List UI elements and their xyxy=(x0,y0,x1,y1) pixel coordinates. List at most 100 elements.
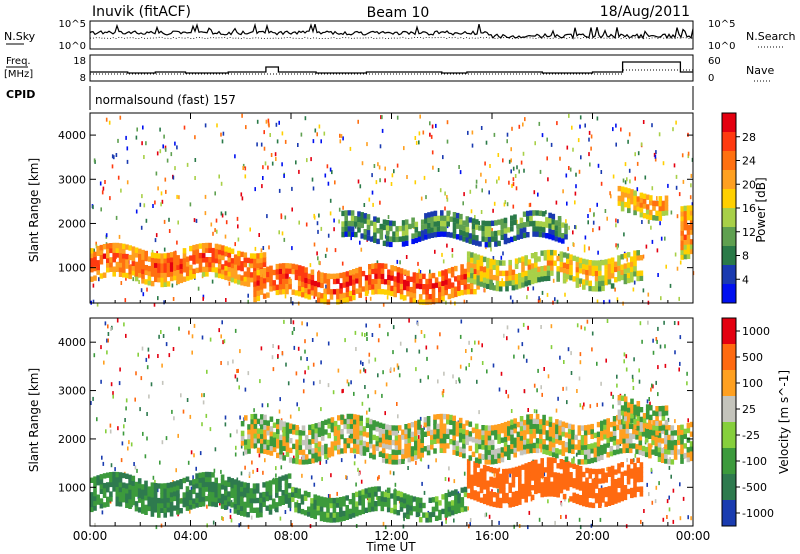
echo-cell xyxy=(320,298,324,304)
echo-cell xyxy=(275,477,279,484)
echo-cell xyxy=(657,442,662,448)
echo-cell xyxy=(317,276,321,283)
echo-cell xyxy=(450,505,455,511)
echo-cell xyxy=(333,420,338,427)
echo-cell xyxy=(505,270,509,276)
scatter-cell xyxy=(304,349,306,354)
echo-cell xyxy=(300,508,305,515)
echo-cell xyxy=(626,488,631,495)
scatter-cell xyxy=(417,299,420,304)
echo-cell xyxy=(93,251,97,258)
echo-cell xyxy=(569,476,573,483)
echo-cell xyxy=(635,429,639,435)
echo-cell xyxy=(198,262,203,268)
echo-cell xyxy=(556,492,560,498)
echo-cell xyxy=(157,512,161,518)
echo-cell xyxy=(601,478,605,484)
echo-cell xyxy=(559,463,564,470)
echo-cell xyxy=(524,255,528,261)
echo-cell xyxy=(323,273,327,279)
echo-cell xyxy=(330,446,335,452)
echo-cell xyxy=(355,491,359,498)
echo-cell xyxy=(402,502,407,509)
echo-cell xyxy=(204,476,209,483)
echo-cell xyxy=(341,210,345,217)
echo-cell xyxy=(546,462,551,468)
scatter-cell xyxy=(363,203,366,207)
echo-cell xyxy=(610,267,615,274)
echo-cell xyxy=(540,487,544,493)
echo-cell xyxy=(381,428,386,434)
echo-cell xyxy=(369,443,373,449)
echo-cell xyxy=(391,449,396,455)
scatter-cell xyxy=(418,512,421,517)
echo-cell xyxy=(540,472,544,478)
echo-cell xyxy=(484,449,489,455)
echo-cell xyxy=(214,482,218,488)
echo-cell xyxy=(195,473,199,479)
echo-cell xyxy=(482,256,487,263)
echo-cell xyxy=(661,405,666,412)
echo-cell xyxy=(335,516,340,523)
echo-cell xyxy=(601,285,605,292)
echo-cell xyxy=(150,506,155,512)
scatter-cell xyxy=(375,180,378,185)
scatter-cell xyxy=(155,171,158,176)
echo-cell xyxy=(278,289,283,295)
scatter-cell xyxy=(92,396,94,401)
echo-cell xyxy=(349,413,354,420)
echo-cell xyxy=(530,465,535,471)
echo-cell xyxy=(591,478,596,484)
echo-cell xyxy=(587,453,591,460)
echo-cell xyxy=(530,263,535,269)
echo-cell xyxy=(359,425,363,431)
scatter-cell xyxy=(265,119,268,124)
scatter-cell xyxy=(603,300,605,305)
scatter-cell xyxy=(650,467,653,472)
echo-cell xyxy=(689,210,694,216)
echo-cell xyxy=(470,479,474,485)
scatter-cell xyxy=(668,495,670,500)
echo-cell xyxy=(303,510,308,516)
echo-cell xyxy=(619,433,623,440)
echo-cell xyxy=(282,268,286,274)
echo-cell xyxy=(250,423,254,430)
echo-cell xyxy=(486,499,490,506)
echo-cell xyxy=(627,407,631,413)
echo-cell xyxy=(361,286,366,292)
echo-cell xyxy=(272,269,276,276)
echo-cell xyxy=(90,248,94,254)
echo-cell xyxy=(444,274,448,280)
scatter-cell xyxy=(267,165,269,170)
echo-cell xyxy=(578,475,583,482)
echo-cell xyxy=(545,233,549,239)
echo-cell xyxy=(386,502,391,508)
echo-cell xyxy=(201,481,206,488)
echo-cell xyxy=(185,265,190,272)
scatter-cell xyxy=(390,367,392,372)
scatter-cell xyxy=(302,389,305,394)
echo-cell xyxy=(409,286,413,293)
scatter-cell xyxy=(164,147,167,152)
echo-cell xyxy=(368,279,372,285)
colorbar-swatch xyxy=(722,151,736,171)
echo-cell xyxy=(550,481,554,487)
scatter-cell xyxy=(392,471,395,476)
echo-cell xyxy=(625,433,630,439)
echo-cell xyxy=(411,233,415,239)
scatter-cell xyxy=(441,252,443,257)
echo-cell xyxy=(291,289,296,295)
echo-cell xyxy=(652,410,656,416)
echo-cell xyxy=(160,483,164,489)
echo-cell xyxy=(141,498,145,505)
scatter-cell xyxy=(364,385,366,389)
echo-cell xyxy=(428,273,433,279)
echo-cell xyxy=(288,457,293,463)
echo-cell xyxy=(452,227,457,234)
echo-cell xyxy=(521,483,525,490)
echo-cell xyxy=(454,286,458,292)
echo-cell xyxy=(686,427,691,434)
scatter-cell xyxy=(193,453,195,458)
echo-cell xyxy=(518,470,522,476)
echo-cell xyxy=(498,483,503,489)
